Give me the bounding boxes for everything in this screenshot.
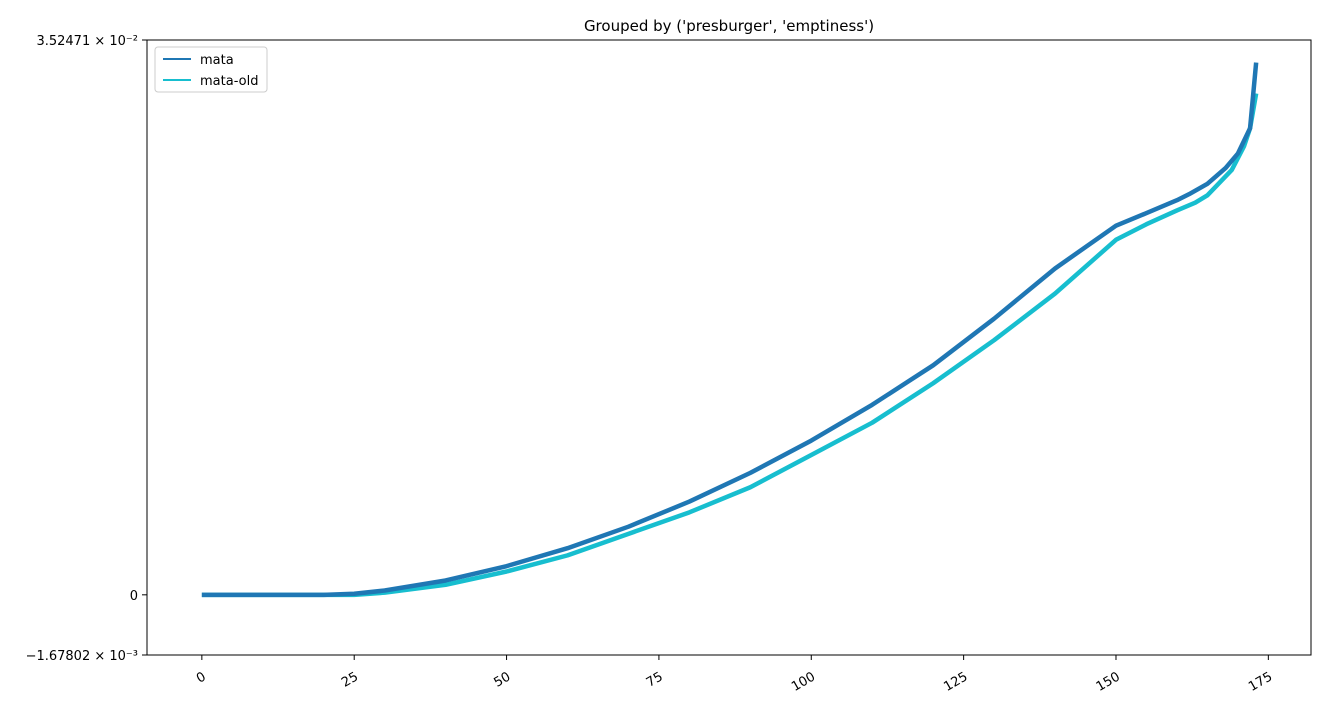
legend-label-mata: mata bbox=[200, 53, 234, 68]
x-axis: 0 25 50 75 100 125 150 175 bbox=[194, 655, 1275, 695]
x-tick-label: 125 bbox=[941, 669, 970, 694]
x-tick-label: 175 bbox=[1246, 669, 1275, 694]
x-tick-label: 0 bbox=[194, 669, 209, 686]
chart-title: Grouped by ('presburger', 'emptiness') bbox=[584, 17, 874, 35]
plot-frame bbox=[146, 39, 1312, 656]
y-tick-label: 0 bbox=[130, 589, 138, 604]
x-tick-label: 50 bbox=[492, 669, 514, 690]
x-tick-label: 150 bbox=[1094, 669, 1123, 694]
y-tick-label: 3.52471 × 10⁻² bbox=[36, 34, 138, 49]
legend-label-mata-old: mata-old bbox=[200, 74, 258, 89]
x-tick-label: 25 bbox=[339, 669, 361, 690]
legend: mata mata-old bbox=[154, 46, 268, 93]
y-tick-label: −1.67802 × 10⁻³ bbox=[26, 649, 138, 664]
x-tick-label: 75 bbox=[644, 669, 666, 690]
x-tick-label: 100 bbox=[789, 669, 818, 694]
series-line-mata-old bbox=[201, 93, 1259, 598]
series-layer bbox=[201, 62, 1259, 598]
y-axis: 3.52471 × 10⁻² 0 −1.67802 × 10⁻³ bbox=[26, 34, 147, 664]
series-line-mata bbox=[201, 62, 1259, 598]
